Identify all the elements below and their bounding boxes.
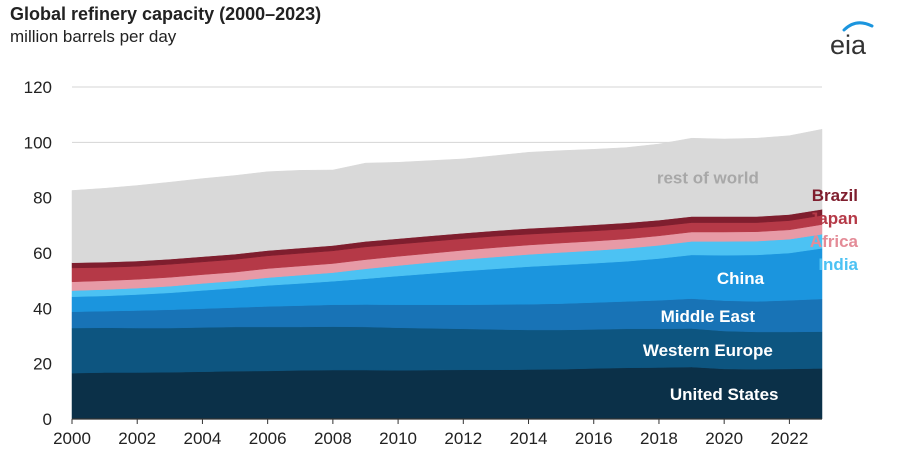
x-axis-ticks: 2000 2002 2004 2006 2008 2010 2012 2014 2016 2018… bbox=[53, 419, 808, 448]
x-tick-label: 2000 bbox=[53, 429, 91, 448]
y-tick-label: 120 bbox=[24, 78, 52, 97]
x-tick-label: 2022 bbox=[770, 429, 808, 448]
x-tick-label: 2010 bbox=[379, 429, 417, 448]
series-label-china: China bbox=[717, 269, 765, 288]
y-tick-label: 80 bbox=[33, 189, 52, 208]
x-tick-label: 2018 bbox=[640, 429, 678, 448]
y-tick-label: 100 bbox=[24, 133, 52, 152]
series-label-africa: Africa bbox=[810, 232, 859, 251]
series-label-japan: Japan bbox=[809, 209, 858, 228]
series-label-india: India bbox=[818, 255, 858, 274]
x-tick-label: 2016 bbox=[575, 429, 613, 448]
series-label-rest-of-world: rest of world bbox=[657, 169, 759, 188]
y-tick-label: 0 bbox=[43, 410, 52, 429]
y-axis-ticks: 0 20 40 60 80 100 120 bbox=[24, 78, 52, 429]
y-tick-label: 60 bbox=[33, 244, 52, 263]
area-layers bbox=[71, 128, 823, 420]
x-tick-label: 2004 bbox=[184, 429, 222, 448]
x-tick-label: 2014 bbox=[510, 429, 548, 448]
y-tick-label: 20 bbox=[33, 355, 52, 374]
logo-text: eia bbox=[830, 30, 867, 60]
x-tick-label: 2020 bbox=[705, 429, 743, 448]
series-label-middle-east: Middle East bbox=[661, 307, 756, 326]
series-labels: United States Western Europe Middle East Ch… bbox=[643, 169, 859, 404]
series-label-western-europe: Western Europe bbox=[643, 341, 773, 360]
eia-logo: eia bbox=[830, 21, 874, 60]
series-label-united-states: United States bbox=[670, 385, 779, 404]
x-tick-label: 2002 bbox=[118, 429, 156, 448]
y-tick-label: 40 bbox=[33, 299, 52, 318]
chart-title: Global refinery capacity (2000–2023) bbox=[10, 4, 322, 24]
area-rest-of-world bbox=[71, 128, 823, 263]
x-tick-label: 2012 bbox=[444, 429, 482, 448]
chart-subtitle: million barrels per day bbox=[10, 27, 177, 46]
series-label-brazil: Brazil bbox=[812, 186, 858, 205]
x-tick-label: 2008 bbox=[314, 429, 352, 448]
x-tick-label: 2006 bbox=[249, 429, 287, 448]
